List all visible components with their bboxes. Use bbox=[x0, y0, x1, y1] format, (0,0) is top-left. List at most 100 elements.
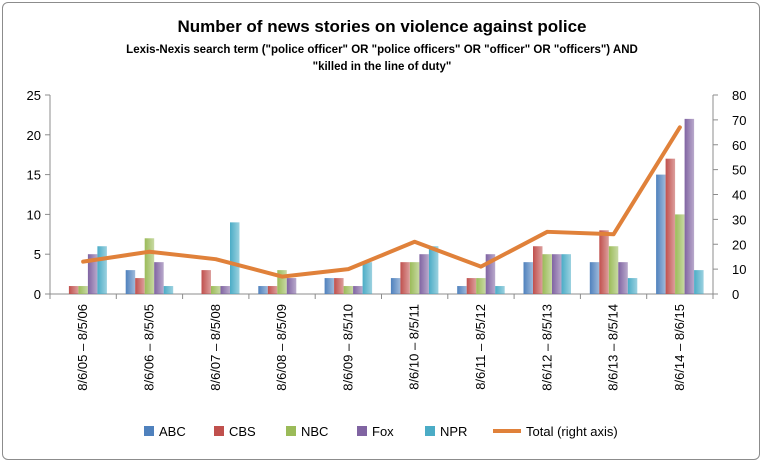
legend-label: NBC bbox=[301, 424, 328, 439]
bar-abc-5 bbox=[390, 278, 401, 294]
x-tick-label: 8/6/09 – 8/5/10 bbox=[340, 304, 355, 391]
plot-area: 0 5 10 15 20 25 0 10 20 30 40 50 60 70 80 8/6/05 – 8/5/… bbox=[27, 88, 747, 391]
bar-cbs-4 bbox=[334, 278, 344, 294]
x-tick-label: 8/6/10 – 8/5/11 bbox=[407, 304, 422, 390]
legend-swatch-fox bbox=[357, 426, 367, 436]
bar-cbs-9 bbox=[665, 158, 676, 294]
x-tick-label: 8/6/13 – 8/5/14 bbox=[606, 304, 621, 391]
y2-tick-label: 40 bbox=[732, 188, 746, 203]
legend: ABC CBS NBC Fox NPR Total (right axis) bbox=[144, 424, 618, 439]
total-point-8 bbox=[612, 232, 616, 236]
total-point-5 bbox=[413, 240, 417, 244]
total-point-1 bbox=[147, 250, 151, 254]
bar-fox-5 bbox=[419, 254, 429, 294]
bar-cbs-1 bbox=[135, 278, 145, 294]
x-tick-label: 8/6/06 – 8/5/05 bbox=[141, 304, 156, 391]
bar-npr-4 bbox=[362, 262, 373, 294]
bar-abc-9 bbox=[656, 174, 666, 294]
y2-tick-label: 70 bbox=[732, 113, 746, 128]
y-tick-label: 10 bbox=[27, 207, 41, 222]
chart-frame bbox=[2, 2, 760, 460]
bar-abc-8 bbox=[589, 262, 600, 294]
legend-swatch-npr bbox=[425, 426, 435, 436]
bar-npr-8 bbox=[627, 278, 638, 294]
bar-cbs-8 bbox=[599, 230, 609, 294]
bar-cbs-6 bbox=[466, 278, 477, 294]
bar-npr-5 bbox=[428, 246, 439, 294]
bar-fox-8 bbox=[618, 262, 628, 294]
total-point-0 bbox=[81, 260, 85, 264]
y-tick-label: 25 bbox=[27, 88, 41, 103]
bar-nbc-3 bbox=[277, 270, 287, 294]
bar-npr-6 bbox=[495, 286, 505, 294]
x-tick-label: 8/6/05 – 8/5/06 bbox=[75, 304, 90, 391]
bar-fox-7 bbox=[552, 254, 562, 294]
total-point-3 bbox=[280, 275, 284, 279]
bar-fox-3 bbox=[286, 278, 297, 294]
y-tick-label: 15 bbox=[27, 168, 41, 183]
x-tick-label: 8/6/14 – 8/6/15 bbox=[672, 304, 687, 391]
x-tick-label: 8/6/11 – 8/5/12 bbox=[473, 304, 488, 390]
bar-abc-6 bbox=[457, 286, 467, 294]
y2-tick-label: 30 bbox=[732, 212, 746, 227]
legend-label: ABC bbox=[159, 424, 186, 439]
x-tick-label: 8/6/07 – 8/5/08 bbox=[208, 304, 223, 391]
legend-label: Fox bbox=[372, 424, 394, 439]
y-tick-label: 0 bbox=[34, 287, 41, 302]
bar-fox-0 bbox=[87, 254, 98, 294]
chart-subtitle-line-1: Lexis-Nexis search term ("police officer… bbox=[126, 44, 638, 56]
bar-cbs-5 bbox=[400, 262, 410, 294]
legend-swatch-nbc bbox=[286, 426, 296, 436]
bar-abc-3 bbox=[258, 286, 268, 294]
y2-tick-label: 80 bbox=[732, 88, 746, 103]
bar-nbc-2 bbox=[211, 286, 221, 294]
bar-fox-2 bbox=[220, 286, 230, 294]
chart-title: Number of news stories on violence again… bbox=[177, 17, 586, 36]
bar-abc-1 bbox=[125, 270, 136, 294]
bar-nbc-7 bbox=[542, 254, 552, 294]
bar-fox-9 bbox=[684, 118, 695, 294]
y-tick-label: 20 bbox=[27, 128, 41, 143]
bar-nbc-8 bbox=[608, 246, 619, 294]
x-tick-label: 8/6/08 – 8/5/09 bbox=[274, 304, 289, 391]
bar-fox-1 bbox=[154, 262, 164, 294]
total-point-2 bbox=[214, 257, 218, 261]
bar-cbs-2 bbox=[201, 270, 211, 294]
x-tick-label: 8/6/12 – 8/5/13 bbox=[539, 304, 554, 391]
chart-subtitle-line-2: "killed in the line of duty" bbox=[313, 61, 452, 73]
bar-npr-1 bbox=[163, 286, 174, 294]
total-point-7 bbox=[545, 230, 549, 234]
bar-abc-7 bbox=[523, 262, 533, 294]
bar-fox-4 bbox=[353, 286, 363, 294]
bar-npr-0 bbox=[97, 246, 107, 294]
y2-tick-label: 0 bbox=[732, 287, 739, 302]
bar-nbc-9 bbox=[675, 214, 685, 294]
total-point-6 bbox=[479, 265, 483, 269]
bar-nbc-5 bbox=[409, 262, 420, 294]
y2-tick-label: 50 bbox=[732, 163, 746, 178]
legend-label: NPR bbox=[440, 424, 467, 439]
y2-tick-label: 10 bbox=[732, 262, 746, 277]
legend-label: CBS bbox=[229, 424, 256, 439]
bar-npr-2 bbox=[230, 222, 240, 294]
total-point-4 bbox=[346, 267, 350, 271]
bar-abc-4 bbox=[324, 278, 335, 294]
bar-cbs-3 bbox=[267, 286, 278, 294]
y-tick-label: 5 bbox=[34, 247, 41, 262]
bar-cbs-7 bbox=[533, 246, 543, 294]
bar-npr-9 bbox=[694, 270, 704, 294]
y2-tick-label: 60 bbox=[732, 138, 746, 153]
legend-label: Total (right axis) bbox=[526, 424, 618, 439]
legend-swatch-cbs bbox=[214, 426, 224, 436]
legend-swatch-abc bbox=[144, 426, 154, 436]
bar-fox-6 bbox=[485, 254, 496, 294]
bar-nbc-4 bbox=[343, 286, 354, 294]
bar-cbs-0 bbox=[68, 286, 79, 294]
bar-nbc-1 bbox=[144, 238, 155, 294]
total-point-9 bbox=[678, 125, 682, 129]
bar-npr-7 bbox=[561, 254, 571, 294]
bar-nbc-6 bbox=[476, 278, 486, 294]
total-line bbox=[81, 125, 682, 279]
y2-tick-label: 20 bbox=[732, 237, 746, 252]
